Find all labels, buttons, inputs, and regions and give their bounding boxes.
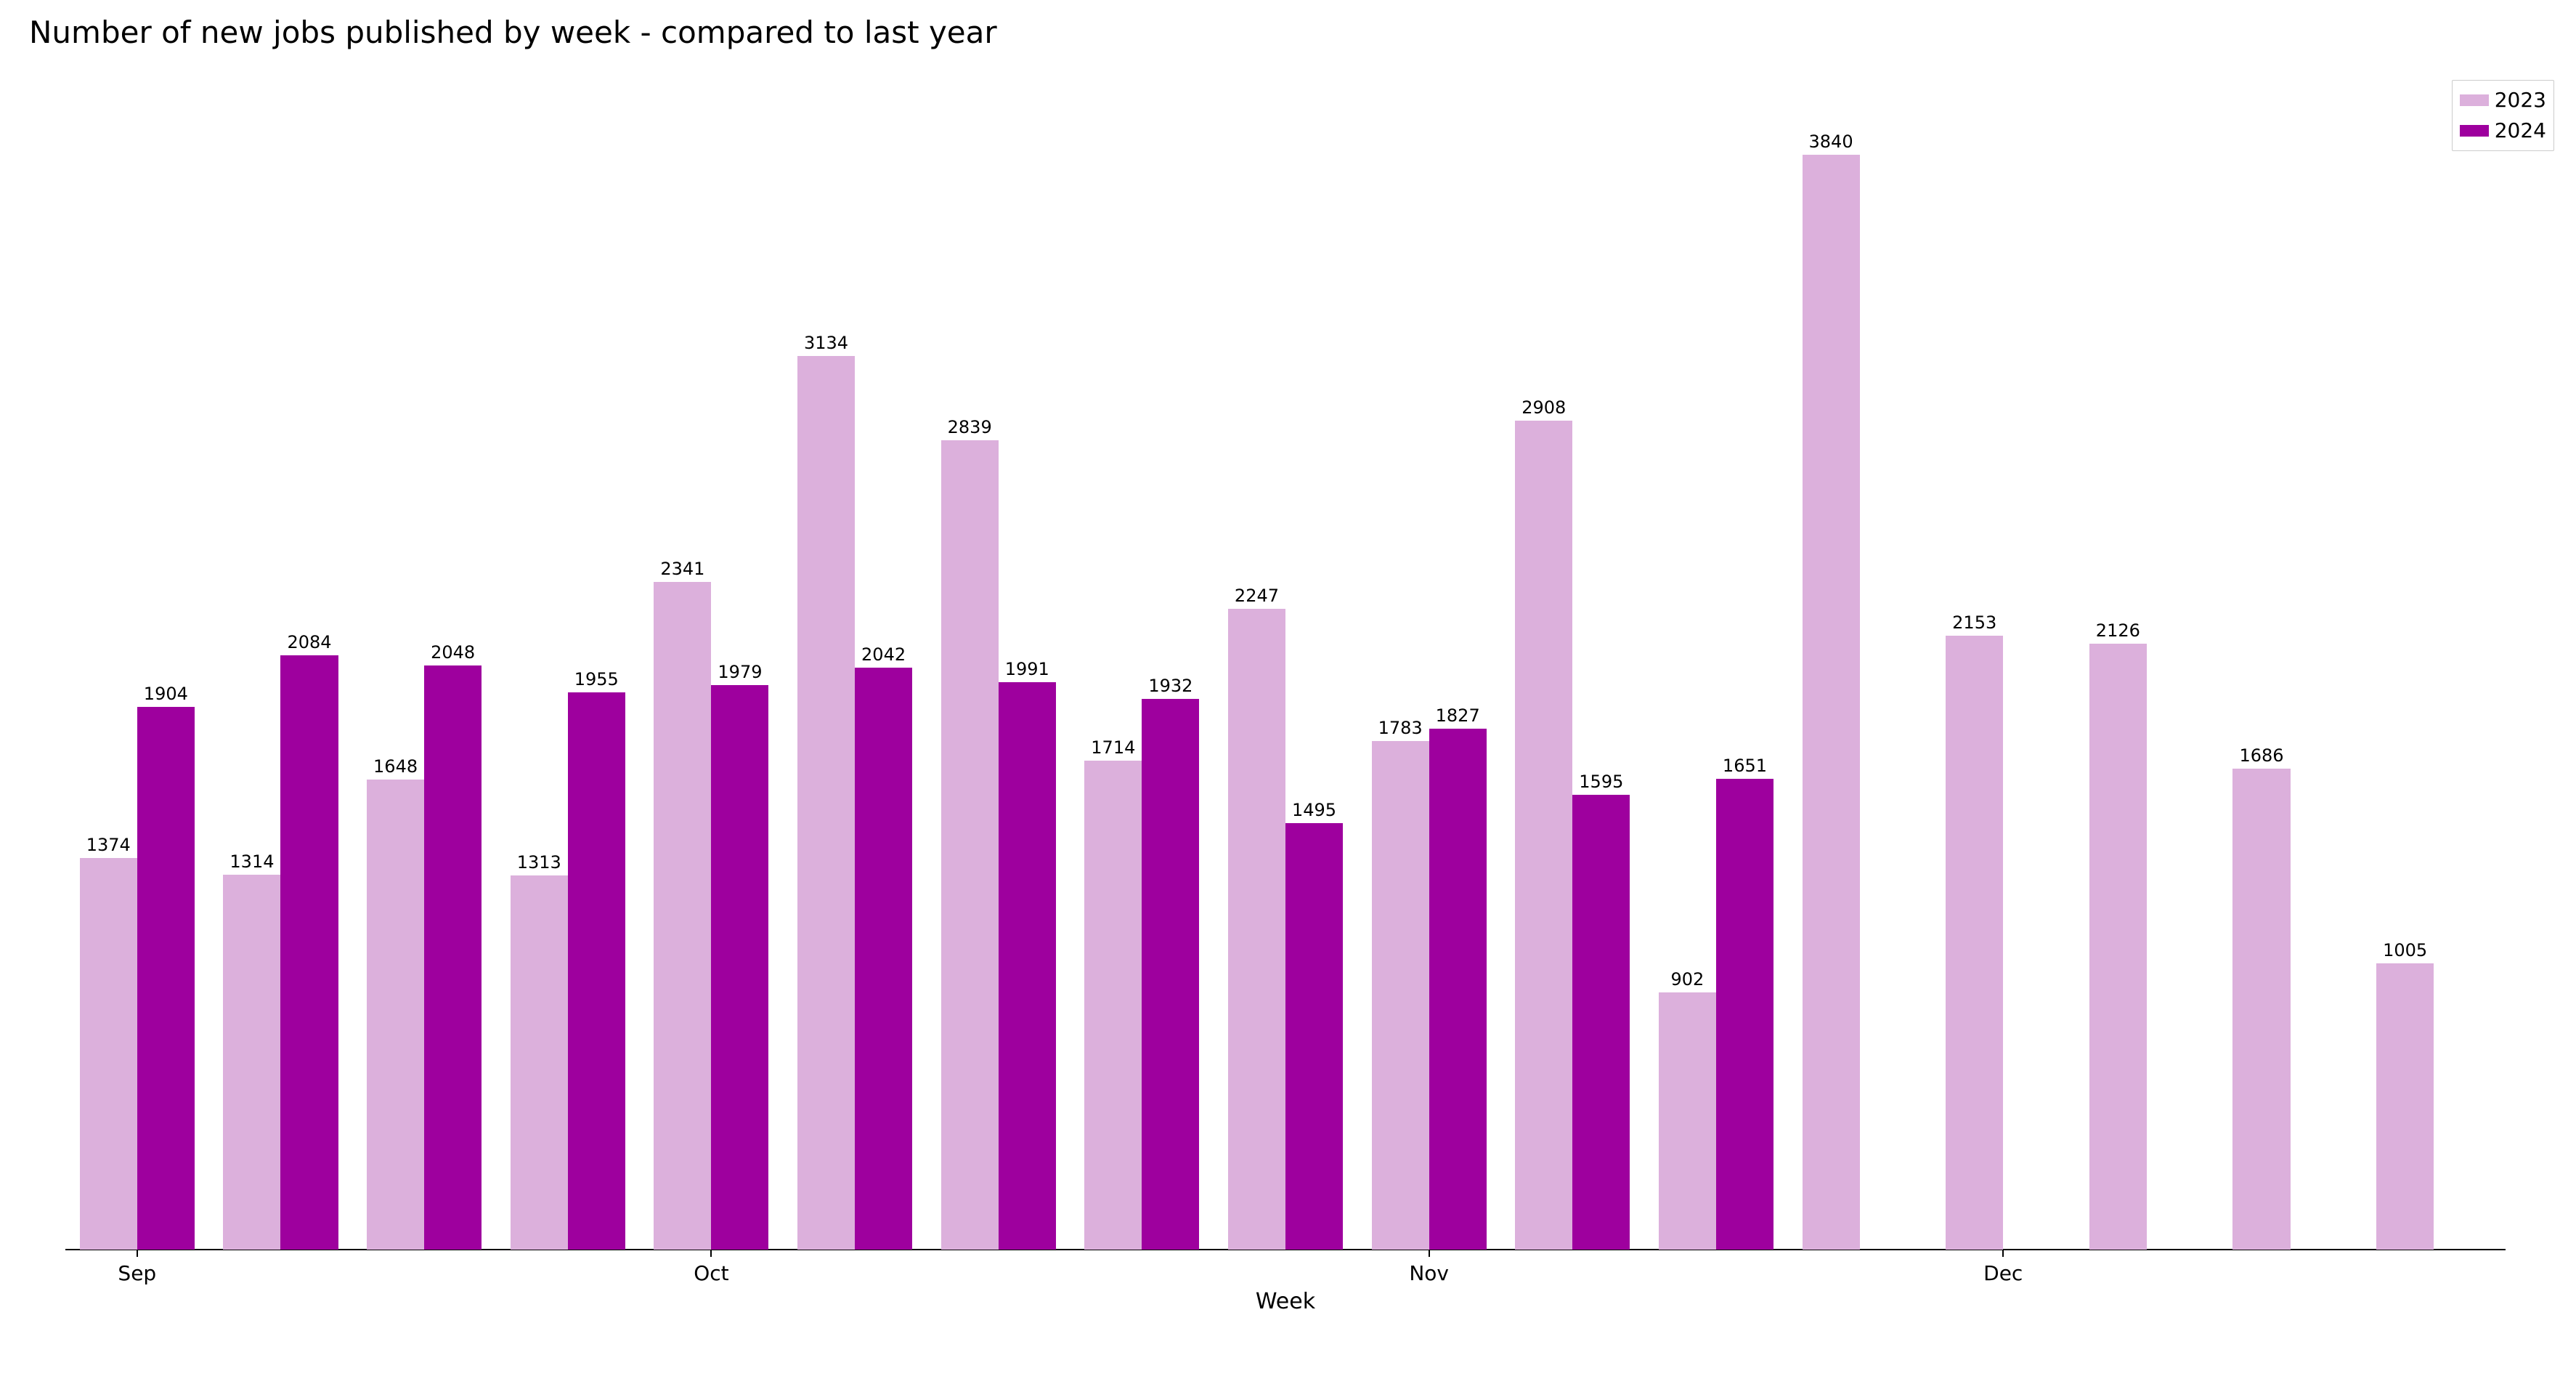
bar-value-label: 1932 (1148, 676, 1192, 696)
chart-container: Number of new jobs published by week - c… (0, 0, 2576, 1384)
legend-label: 2023 (2495, 85, 2546, 116)
bar-2024 (280, 655, 338, 1250)
bar-2024 (1429, 729, 1487, 1250)
x-tick (1429, 1250, 1430, 1257)
bar-2023 (511, 875, 568, 1250)
bar-2023 (367, 780, 424, 1250)
x-tick (710, 1250, 712, 1257)
bar-value-label: 1904 (144, 684, 188, 704)
bar-2024 (424, 665, 482, 1250)
bar-value-label: 2247 (1235, 586, 1279, 606)
bar-2023 (2376, 963, 2434, 1250)
bar-value-label: 1595 (1579, 772, 1623, 792)
legend-label: 2024 (2495, 116, 2546, 146)
legend-item: 2023 (2460, 85, 2546, 116)
bar-2023 (223, 875, 280, 1250)
x-axis-label: Week (1256, 1289, 1315, 1314)
bar-2023 (80, 858, 137, 1250)
bar-value-label: 1955 (574, 669, 619, 689)
legend-item: 2024 (2460, 116, 2546, 146)
bar-2023 (1946, 636, 2003, 1250)
bar-value-label: 3840 (1809, 131, 1853, 152)
bar-value-label: 2839 (948, 417, 992, 437)
plot-area: SepOctNovDec1374131416481313234131342839… (65, 109, 2506, 1250)
bar-value-label: 1313 (517, 852, 561, 873)
chart-title: Number of new jobs published by week - c… (29, 15, 997, 50)
bar-2023 (1803, 155, 1860, 1250)
bar-value-label: 1714 (1091, 737, 1135, 758)
bar-2023 (654, 582, 711, 1250)
bar-value-label: 1827 (1436, 705, 1480, 726)
bar-2023 (2232, 769, 2290, 1250)
bar-2024 (1142, 699, 1199, 1250)
bar-value-label: 2048 (431, 642, 475, 663)
bar-value-label: 2084 (287, 632, 331, 652)
bar-2023 (941, 440, 999, 1250)
bar-2023 (1659, 992, 1716, 1250)
bar-value-label: 1648 (373, 756, 418, 777)
legend-swatch (2460, 125, 2489, 137)
x-tick-label: Dec (1983, 1261, 2023, 1285)
bar-value-label: 2153 (1952, 612, 1996, 633)
bar-2023 (2089, 644, 2147, 1250)
bar-2024 (999, 682, 1056, 1250)
bar-2023 (1228, 609, 1285, 1250)
bar-2024 (855, 668, 912, 1250)
bar-value-label: 1374 (86, 835, 131, 855)
bar-2024 (137, 707, 195, 1250)
x-tick-label: Oct (694, 1261, 728, 1285)
x-tick (137, 1250, 138, 1257)
x-tick-label: Nov (1409, 1261, 1449, 1285)
x-tick-label: Sep (118, 1261, 156, 1285)
bar-2024 (711, 685, 768, 1250)
legend-swatch (2460, 94, 2489, 106)
bar-value-label: 1783 (1378, 718, 1423, 738)
bar-2023 (1515, 421, 1572, 1250)
bar-2024 (1285, 823, 1343, 1250)
bar-value-label: 1495 (1292, 800, 1336, 820)
bar-value-label: 2126 (2096, 620, 2140, 641)
bar-2023 (1084, 761, 1142, 1250)
bar-value-label: 1314 (229, 851, 274, 872)
bar-2023 (1372, 741, 1429, 1250)
bar-value-label: 1686 (2239, 745, 2283, 766)
bar-value-label: 3134 (804, 333, 848, 353)
bar-value-label: 1991 (1005, 659, 1049, 679)
bar-2024 (568, 692, 625, 1250)
bar-value-label: 1651 (1723, 756, 1767, 776)
bar-2024 (1572, 795, 1630, 1250)
bar-value-label: 902 (1671, 969, 1705, 990)
bar-2023 (797, 356, 855, 1250)
bar-2024 (1716, 779, 1773, 1250)
bar-value-label: 2042 (861, 644, 906, 665)
x-tick (2002, 1250, 2004, 1257)
bar-value-label: 2341 (660, 559, 704, 579)
bar-value-label: 1005 (2383, 940, 2427, 960)
bar-value-label: 2908 (1521, 397, 1566, 418)
bar-value-label: 1979 (718, 662, 762, 682)
legend: 20232024 (2452, 80, 2554, 151)
